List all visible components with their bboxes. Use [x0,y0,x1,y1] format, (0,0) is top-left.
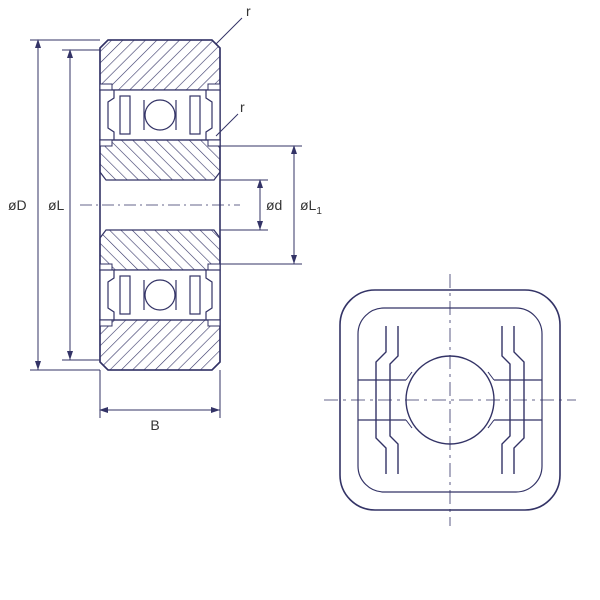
bearing-diagram: øD øL ød øL1 B r r [0,0,600,600]
label-width-B: B [150,417,159,433]
label-outer-L: øL [48,197,65,213]
label-inner-L1: øL1 [300,197,322,217]
label-chamfer-outer: r [246,3,251,19]
right-face-view [324,274,576,526]
label-chamfer-inner: r [240,99,245,115]
label-outer-D: øD [8,197,27,213]
left-cross-section-view [80,40,240,370]
label-inner-d: ød [266,197,282,213]
